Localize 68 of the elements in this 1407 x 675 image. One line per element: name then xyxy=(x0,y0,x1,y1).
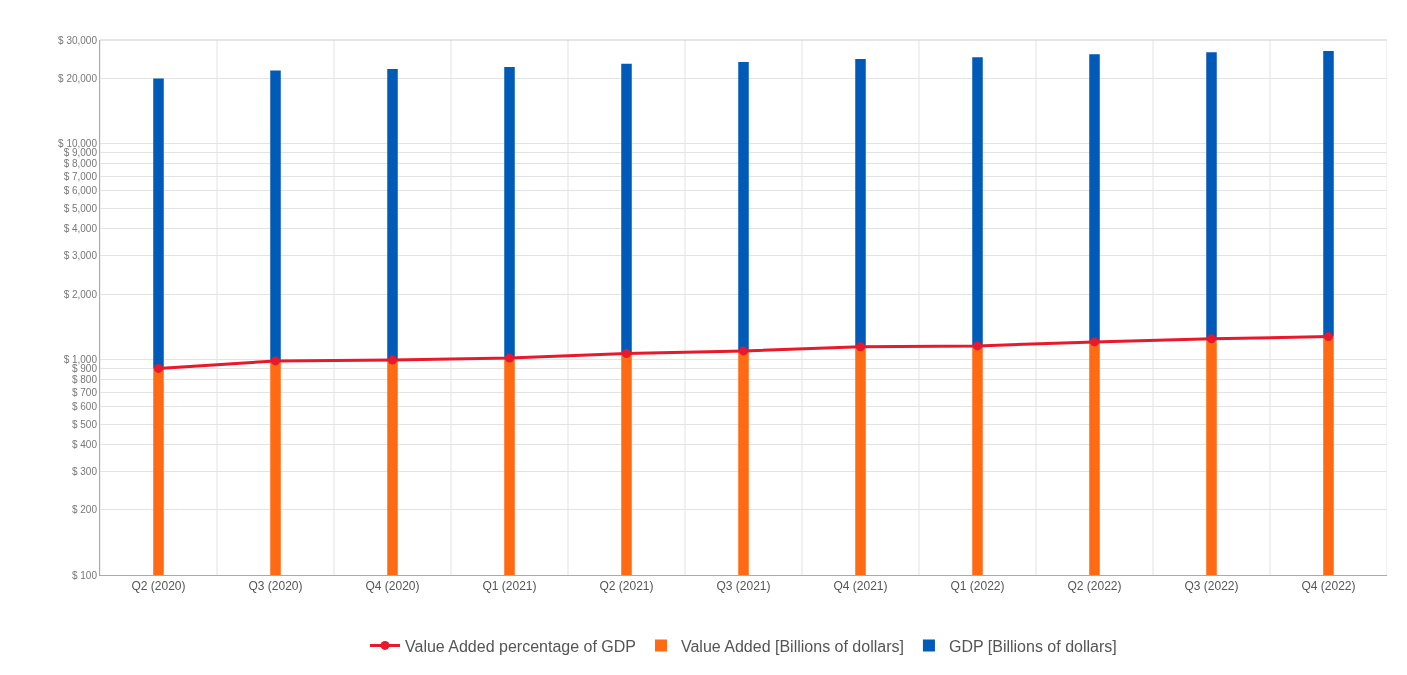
x-tick-label: Q3 (2020) xyxy=(248,579,303,594)
y-tick-label: $ 9,000 xyxy=(63,147,98,159)
point xyxy=(973,341,982,351)
point xyxy=(856,342,865,352)
y-tick-label: $ 200 xyxy=(71,504,98,516)
y-tick-label: $ 500 xyxy=(71,418,98,430)
x-tick-label: Q2 (2021) xyxy=(599,579,654,594)
y-tick-label: $ 2,000 xyxy=(63,288,98,300)
bar xyxy=(1323,336,1334,575)
y-tick-label: $ 900 xyxy=(71,363,98,375)
bar xyxy=(1323,50,1334,337)
y-tick-label: $ 400 xyxy=(71,439,98,451)
legend-label: GDP [Billions of dollars] xyxy=(948,637,1117,655)
bar xyxy=(621,353,632,575)
y-tick-label: $ 4,000 xyxy=(63,223,98,235)
y-tick-label: $ 8,000 xyxy=(63,158,98,170)
bar xyxy=(972,345,983,575)
bar xyxy=(1089,341,1100,575)
bar xyxy=(1089,54,1100,342)
y-tick-label: $ 5,000 xyxy=(63,202,98,214)
bar xyxy=(153,368,164,575)
x-tick-label: Q3 (2021) xyxy=(716,579,771,594)
bar xyxy=(855,59,866,347)
point xyxy=(388,355,397,365)
bar xyxy=(504,358,515,575)
point xyxy=(154,363,163,373)
x-tick-label: Q3 (2022) xyxy=(1184,579,1239,594)
x-tick-label: Q1 (2021) xyxy=(482,579,537,594)
point xyxy=(271,356,280,366)
legend-label: Value Added [Billions of dollars] xyxy=(680,637,904,655)
y-tick-label: $ 20,000 xyxy=(58,72,98,84)
bar xyxy=(855,346,866,575)
point xyxy=(622,349,631,359)
y-tick-label: $ 100 xyxy=(71,569,98,581)
x-tick-label: Q4 (2022) xyxy=(1301,579,1356,594)
y-tick-label: $ 7,000 xyxy=(63,171,98,182)
y-tick-label: $ 3,000 xyxy=(63,250,98,262)
bar xyxy=(153,78,164,369)
x-tick-label: Q4 (2020) xyxy=(365,579,420,594)
point xyxy=(1207,334,1216,344)
y-tick-label: $ 10,000 xyxy=(58,137,98,149)
point xyxy=(739,346,748,356)
point xyxy=(1324,332,1333,342)
bar xyxy=(621,63,632,354)
x-tick-label: Q1 (2022) xyxy=(950,579,1005,594)
point xyxy=(505,353,514,363)
bar xyxy=(972,57,983,346)
y-tick-label: $ 300 xyxy=(71,466,98,478)
bar xyxy=(270,70,281,361)
y-tick-label: $ 600 xyxy=(71,401,98,413)
bar xyxy=(738,350,749,575)
bar xyxy=(1206,52,1217,339)
x-tick-label: Q2 (2020) xyxy=(131,579,186,594)
x-tick-label: Q2 (2022) xyxy=(1067,579,1122,594)
y-tick-label: $ 800 xyxy=(71,374,98,386)
x-tick-label: Q4 (2021) xyxy=(833,579,888,594)
bar xyxy=(387,69,398,360)
y-tick-label: $ 1,000 xyxy=(63,353,98,365)
y-tick-label: $ 6,000 xyxy=(63,185,98,197)
bar xyxy=(504,66,515,359)
bar xyxy=(738,62,749,351)
y-tick-label: $ 700 xyxy=(71,386,98,398)
y-tick-label: $ 30,000 xyxy=(58,34,98,46)
bar xyxy=(270,360,281,575)
bar xyxy=(387,359,398,575)
legend-label: Value Added percentage of GDP xyxy=(405,637,636,655)
bar xyxy=(1206,338,1217,575)
point xyxy=(1090,337,1099,347)
